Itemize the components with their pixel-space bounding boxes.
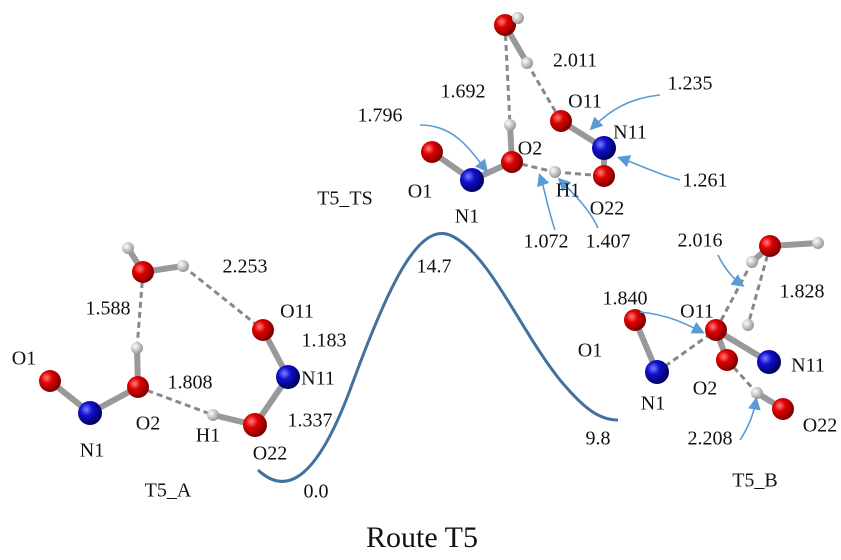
distance-label: 1.407 [586,231,631,253]
structure-name: T5_A [145,480,192,502]
structure-name: T5_B [732,470,778,492]
distance-label: 2.011 [553,50,597,72]
atom-label: N11 [791,355,825,377]
distance-label: 1.183 [302,330,347,352]
atom-label: H1 [556,180,580,202]
atom-label: O11 [680,301,714,323]
diagram-title: Route T5 [366,521,478,554]
distance-label: 2.016 [678,230,723,252]
atom-label: N11 [301,368,335,390]
atom-label: O2 [518,138,542,160]
structure-name: T5_TS [317,188,373,210]
atom-label: O11 [568,91,602,113]
atom-label: O1 [578,340,602,362]
atom-label: N1 [641,393,665,415]
atom-label: N1 [80,440,104,462]
atom-label: H1 [196,425,220,447]
atom-label: N11 [613,122,647,144]
distance-label: 1.072 [524,231,569,253]
atom-label: O2 [136,413,160,435]
atom-label: O2 [693,378,717,400]
distance-label: 1.808 [168,372,213,394]
distance-label: 1.261 [683,170,728,192]
atom-label: O22 [590,198,624,220]
distance-label: 1.235 [668,73,713,95]
distance-label: 1.828 [780,281,825,303]
distance-label: 1.588 [86,298,131,320]
distance-label: 1.840 [603,288,648,310]
atom-label: O1 [408,181,432,203]
energy-label: 9.8 [586,428,611,450]
distance-label: 1.692 [441,81,486,103]
diagram: O1 N1 O2 H1 O22 N11 O11 2.253 1.588 1.80… [0,0,841,560]
atom-label: O1 [12,348,36,370]
distance-label: 1.337 [288,410,333,432]
atom-label: N1 [455,206,479,228]
atom-label: O22 [253,443,287,465]
distance-label: 2.253 [223,256,268,278]
atom-label: O11 [280,301,314,323]
energy-label: 0.0 [304,481,329,503]
energy-label: 14.7 [417,256,452,278]
atom-label: O22 [803,415,837,437]
distance-label: 1.796 [358,105,403,127]
distance-label: 2.208 [688,428,733,450]
